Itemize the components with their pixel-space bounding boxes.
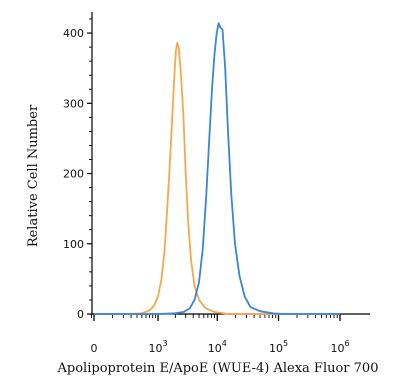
y-tick-label: 300 (63, 97, 84, 110)
y-tick-label: 0 (77, 308, 84, 321)
y-axis: 0 100 200 300 400 (63, 12, 93, 321)
x-tick-label: 0 (91, 342, 98, 355)
histogram-series-1 (94, 42, 340, 315)
series-layer (94, 22, 340, 315)
x-axis-label: Apolipoprotein E/ApoE (WUE-4) Alexa Fluo… (57, 361, 379, 376)
histogram-series-2 (94, 22, 340, 315)
y-axis-label: Relative Cell Number (26, 104, 41, 247)
y-tick-label: 100 (63, 238, 84, 251)
x-tick-label: 105 (269, 339, 288, 355)
x-axis: 0 103 104 105 106 (91, 313, 370, 355)
x-tick-label: 103 (148, 339, 167, 355)
y-tick-label: 400 (63, 27, 84, 40)
y-tick-label: 200 (63, 168, 84, 181)
x-tick-label: 104 (208, 339, 227, 355)
x-tick-label: 106 (330, 339, 349, 355)
